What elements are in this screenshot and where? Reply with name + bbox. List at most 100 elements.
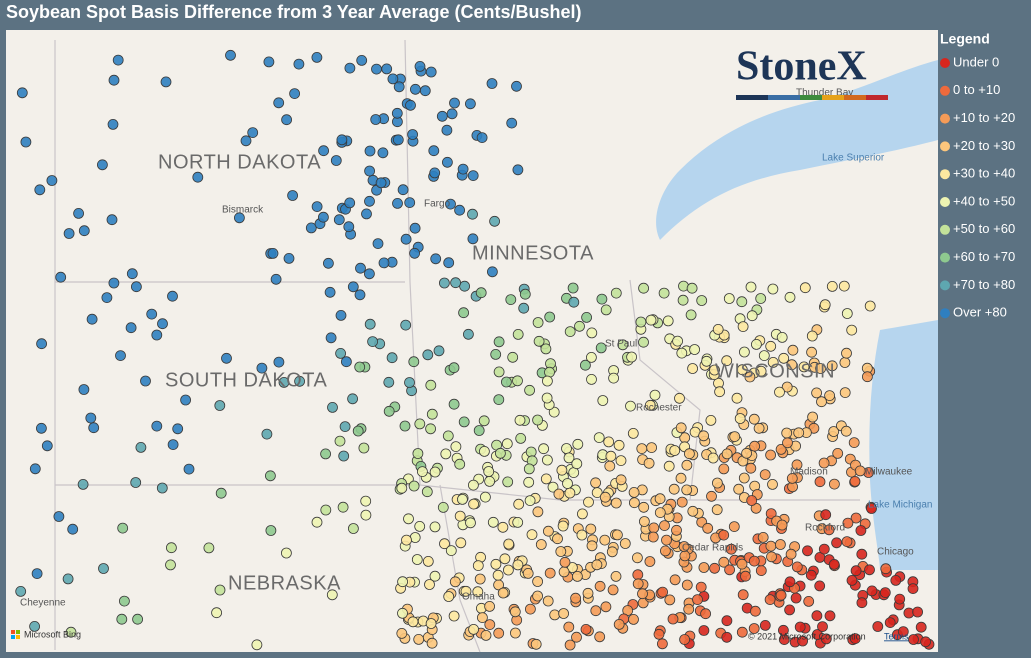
- basis-dot: [758, 350, 770, 362]
- basis-dot: [828, 426, 840, 437]
- basis-dot: [411, 554, 423, 565]
- basis-dot: [855, 525, 867, 536]
- basis-dot: [289, 88, 301, 99]
- basis-dot: [849, 633, 861, 644]
- basis-dot: [684, 448, 695, 460]
- basis-dot: [558, 608, 569, 619]
- basis-dot: [866, 503, 877, 514]
- basis-dot: [700, 608, 711, 620]
- basis-dot: [499, 553, 511, 565]
- basis-dot: [475, 287, 487, 299]
- basis-dot: [591, 559, 603, 571]
- basis-dot: [414, 521, 426, 532]
- basis-dot: [535, 539, 547, 550]
- basis-dot: [439, 538, 450, 550]
- basis-dot: [486, 78, 498, 89]
- basis-dot: [839, 387, 851, 399]
- basis-dot: [721, 355, 733, 367]
- basis-dot: [764, 594, 776, 605]
- basis-dot: [669, 574, 681, 586]
- legend-swatch: [940, 58, 950, 68]
- basis-dot: [736, 296, 748, 308]
- basis-dot: [706, 490, 717, 502]
- basis-dot: [658, 287, 670, 299]
- basis-dot: [725, 543, 737, 555]
- basis-dot: [610, 287, 622, 299]
- basis-dot: [391, 107, 403, 119]
- basis-dot: [740, 570, 751, 582]
- basis-dot: [765, 540, 777, 552]
- basis-dot: [408, 480, 420, 492]
- basis-dot: [767, 283, 779, 295]
- basis-dot: [426, 637, 438, 649]
- terms-link[interactable]: Terms: [884, 631, 909, 641]
- legend-title: Legend: [940, 31, 990, 47]
- basis-dot: [689, 344, 700, 355]
- basis-dot: [425, 618, 437, 629]
- basis-dot: [759, 469, 771, 481]
- basis-dot: [440, 448, 452, 460]
- basis-dot: [698, 625, 710, 636]
- basis-dot: [67, 523, 79, 535]
- basis-dot: [487, 516, 499, 528]
- basis-dot: [445, 545, 457, 556]
- basis-dot: [721, 631, 733, 643]
- basis-dot: [203, 542, 215, 554]
- basis-dot: [408, 356, 420, 368]
- basis-dot: [273, 356, 285, 368]
- basis-dot: [590, 605, 602, 617]
- basis-dot: [130, 477, 142, 488]
- basis-dot: [339, 421, 351, 433]
- basis-dot: [610, 571, 622, 582]
- basis-dot: [524, 384, 535, 396]
- basis-dot: [401, 534, 412, 546]
- basis-dot: [718, 529, 730, 541]
- basis-dot: [278, 376, 290, 388]
- basis-dot: [409, 247, 421, 259]
- basis-dot: [132, 613, 144, 625]
- basis-dot: [790, 592, 802, 604]
- basis-dot: [787, 344, 799, 356]
- basis-dot: [681, 459, 693, 471]
- basis-dot: [811, 610, 823, 622]
- basis-dot: [639, 516, 650, 527]
- basis-dot: [698, 430, 709, 442]
- basis-dot: [686, 282, 698, 294]
- basis-dot: [397, 576, 409, 588]
- basis-dot: [736, 364, 748, 376]
- basis-dot: [108, 277, 120, 289]
- basis-dot: [586, 373, 597, 385]
- basis-dot: [718, 463, 730, 475]
- basis-dot: [442, 430, 454, 442]
- legend-label: 0 to +10: [953, 82, 1000, 97]
- basis-dot: [333, 214, 345, 226]
- basis-dot: [561, 443, 572, 454]
- basis-dot: [806, 346, 817, 358]
- title: Soybean Spot Basis Difference from 3 Yea…: [6, 2, 582, 22]
- basis-dot: [78, 384, 90, 395]
- basis-dot: [649, 389, 661, 401]
- basis-dot: [580, 359, 591, 371]
- basis-dot: [646, 442, 657, 454]
- basis-dot: [214, 400, 226, 411]
- basis-dot: [473, 425, 485, 436]
- basis-dot: [605, 450, 617, 462]
- basis-dot: [542, 595, 554, 607]
- basis-dot: [749, 440, 760, 452]
- basis-dot: [711, 504, 723, 516]
- basis-dot: [112, 54, 124, 66]
- basis-dot: [502, 476, 514, 488]
- basis-dot: [856, 548, 868, 560]
- basis-dot: [400, 319, 412, 331]
- basis-dot: [681, 484, 693, 496]
- city-label: Madison: [790, 467, 828, 478]
- basis-dot: [872, 621, 884, 632]
- basis-dot: [613, 439, 625, 451]
- basis-dot: [702, 522, 714, 534]
- basis-dot: [676, 347, 688, 359]
- basis-dot: [15, 586, 27, 597]
- basis-dot: [407, 616, 419, 628]
- basis-dot: [687, 505, 699, 517]
- basis-dot: [675, 422, 687, 434]
- basis-dot: [167, 290, 178, 302]
